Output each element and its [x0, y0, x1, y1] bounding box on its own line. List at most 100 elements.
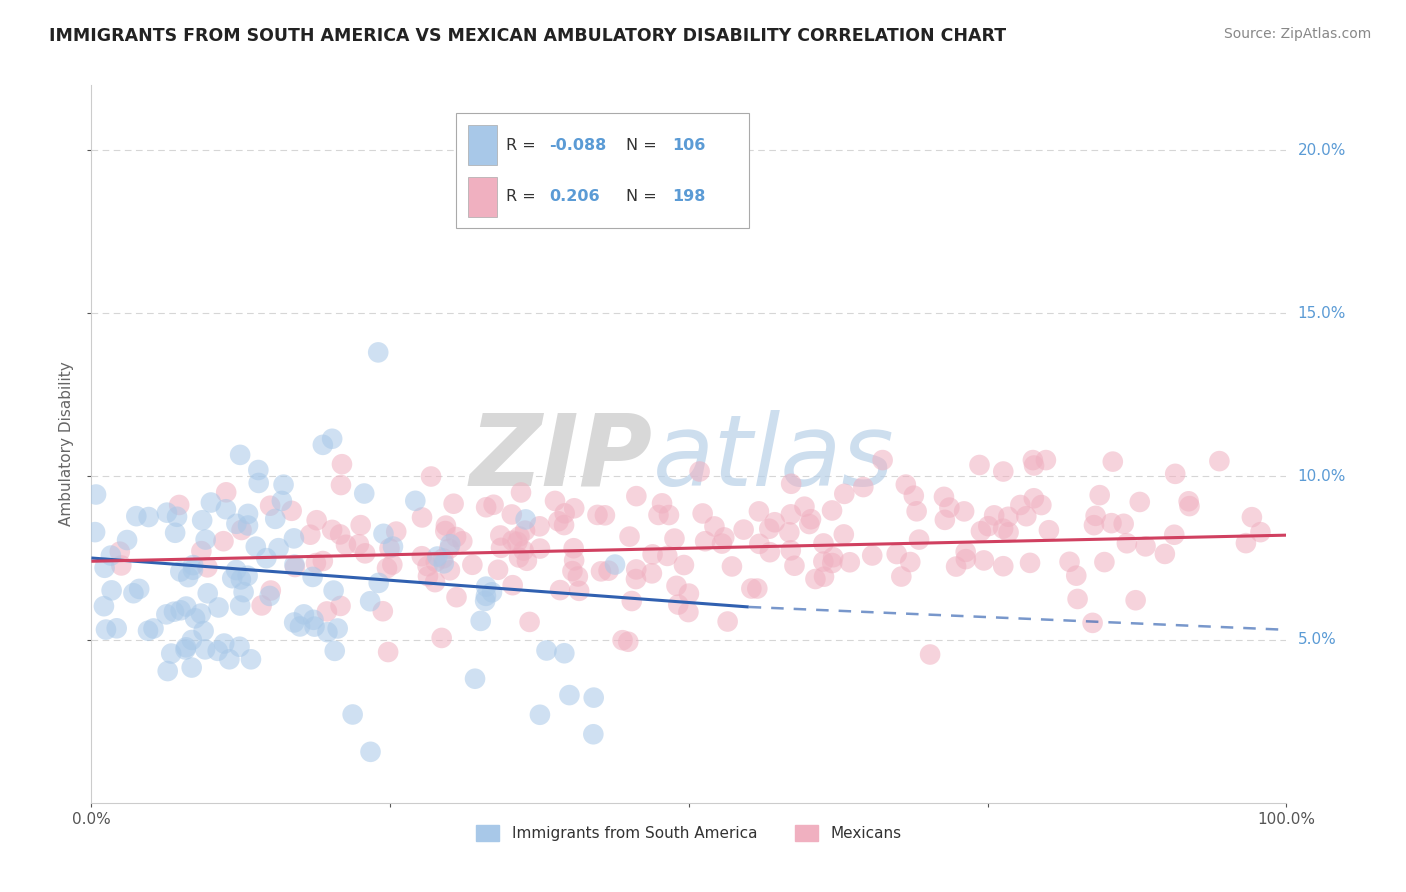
Point [426, 549, 449, 564]
Point [207, 600, 229, 615]
Point [997, 509, 1019, 524]
Point [475, 589, 498, 603]
Point [416, 569, 439, 583]
Point [977, 519, 1000, 533]
Point [156, 664, 179, 678]
Point [1208, 454, 1230, 468]
Text: atlas: atlas [652, 409, 894, 507]
Point [813, 555, 835, 569]
Point [193, 624, 215, 638]
Point [236, 568, 259, 582]
Point [838, 555, 860, 569]
Point [695, 534, 717, 549]
Point [1010, 498, 1032, 512]
Point [381, 540, 404, 554]
Point [264, 512, 287, 526]
Point [212, 534, 235, 549]
Point [231, 523, 253, 537]
Point [1022, 491, 1045, 506]
Text: 20.0%: 20.0% [1298, 143, 1346, 158]
Point [100, 583, 122, 598]
Point [267, 541, 290, 556]
Point [218, 652, 240, 666]
Point [886, 547, 908, 561]
Point [759, 545, 782, 559]
Point [506, 534, 529, 549]
Point [212, 636, 235, 650]
Point [260, 583, 283, 598]
Point [439, 563, 461, 577]
Point [955, 552, 977, 566]
Point [350, 518, 373, 533]
Point [273, 477, 295, 491]
Point [905, 504, 928, 518]
Text: 10.0%: 10.0% [1298, 469, 1346, 483]
Point [934, 513, 956, 527]
Point [973, 553, 995, 567]
Point [589, 565, 612, 579]
Point [166, 509, 188, 524]
Point [411, 549, 433, 564]
Point [945, 559, 967, 574]
Point [903, 489, 925, 503]
Point [1035, 453, 1057, 467]
Point [651, 496, 673, 510]
Point [832, 527, 855, 541]
Point [373, 526, 395, 541]
Point [955, 545, 977, 559]
Point [432, 551, 454, 566]
Point [783, 558, 806, 573]
Point [619, 530, 641, 544]
Point [1038, 523, 1060, 537]
Point [799, 516, 821, 531]
Point [190, 544, 212, 558]
Point [138, 510, 160, 524]
Point [586, 508, 609, 522]
Point [516, 554, 538, 568]
Point [94, 623, 117, 637]
Point [813, 536, 835, 550]
Point [1101, 516, 1123, 530]
Point [678, 605, 700, 619]
Point [359, 594, 381, 608]
Point [568, 583, 591, 598]
Point [547, 514, 569, 528]
Text: IMMIGRANTS FROM SOUTH AMERICA VS MEXICAN AMBULATORY DISABILITY CORRELATION CHART: IMMIGRANTS FROM SOUTH AMERICA VS MEXICAN… [49, 27, 1007, 45]
Point [354, 546, 377, 560]
Point [475, 580, 498, 594]
Point [180, 660, 202, 674]
Point [342, 707, 364, 722]
Point [259, 589, 281, 603]
Point [553, 518, 575, 533]
Point [177, 570, 200, 584]
Point [207, 644, 229, 658]
Point [444, 530, 467, 544]
Point [284, 560, 307, 574]
Point [953, 504, 976, 518]
Point [938, 500, 960, 515]
Legend: Immigrants from South America, Mexicans: Immigrants from South America, Mexicans [468, 818, 910, 849]
Point [280, 504, 302, 518]
Point [1022, 458, 1045, 473]
Point [519, 615, 541, 629]
Point [367, 345, 389, 359]
Point [624, 572, 647, 586]
Point [641, 566, 664, 581]
Point [181, 563, 204, 577]
Point [283, 558, 305, 572]
Point [236, 518, 259, 533]
Point [821, 503, 844, 517]
Point [329, 599, 352, 613]
Point [747, 582, 769, 596]
Point [228, 640, 250, 654]
Point [169, 565, 191, 579]
Point [84, 487, 107, 501]
Point [508, 550, 530, 565]
Point [510, 485, 533, 500]
Point [558, 688, 581, 702]
Point [1031, 498, 1053, 512]
Point [908, 533, 931, 547]
Point [529, 541, 551, 556]
Point [1125, 593, 1147, 607]
Point [562, 553, 585, 567]
